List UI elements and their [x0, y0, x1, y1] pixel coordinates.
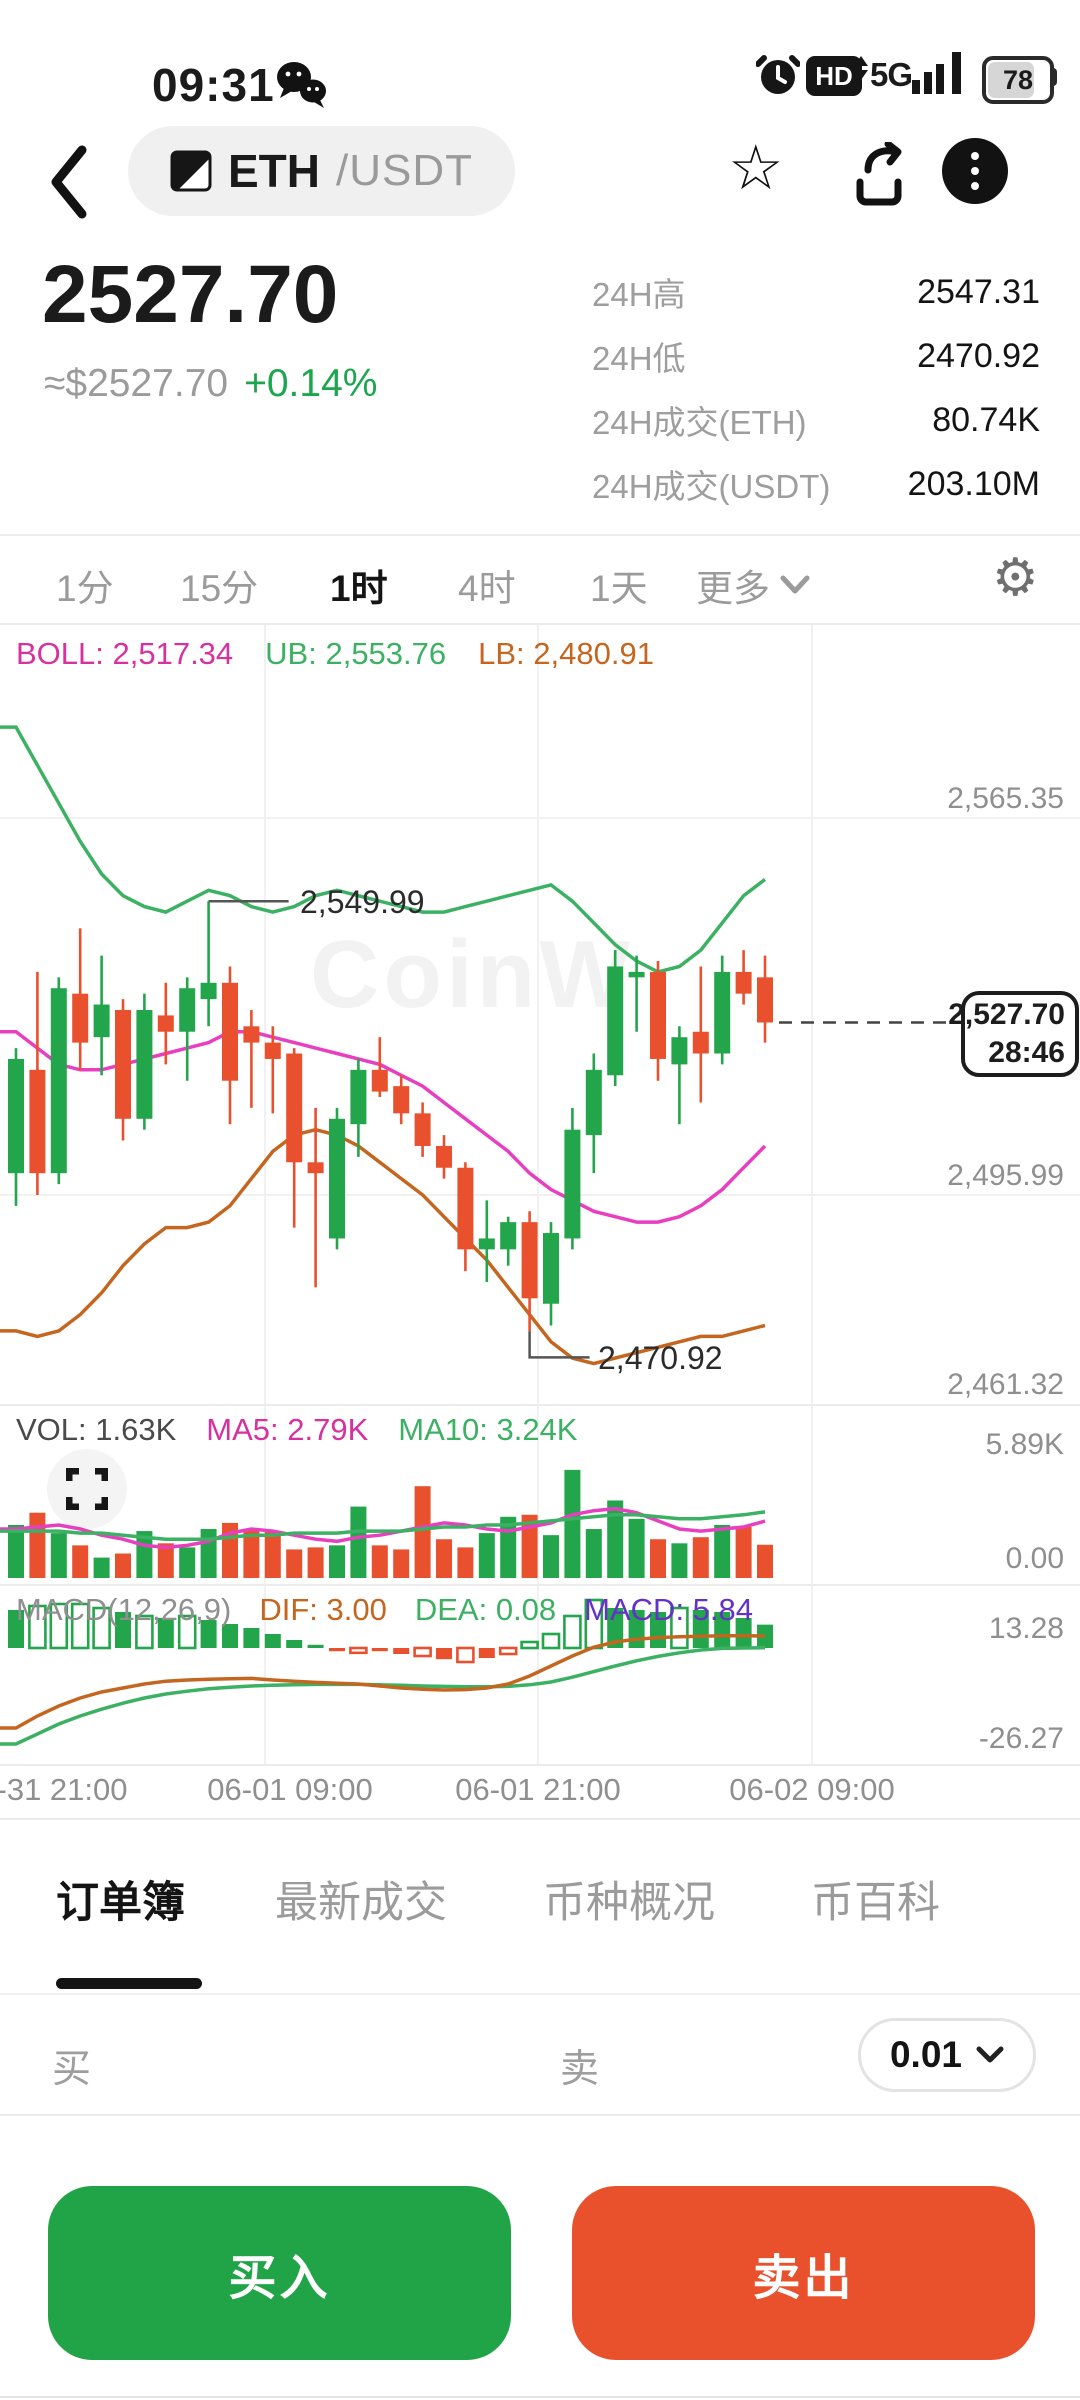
- tab-orderbook[interactable]: 订单簿: [56, 1879, 185, 1927]
- low-annotation: 2,470.92: [598, 1340, 723, 1376]
- alarm-icon: [755, 52, 801, 103]
- last-price-badge: 2,527.70 28:46: [948, 991, 1079, 1077]
- sell-button[interactable]: 卖出: [572, 2186, 1035, 2360]
- buy-button[interactable]: 买入: [48, 2186, 511, 2360]
- boll-lb-label: LB: 2,480.91: [478, 636, 654, 671]
- depth-select[interactable]: 0.01: [858, 2018, 1036, 2092]
- x-axis-label: 06-02 09:00: [729, 1772, 895, 1807]
- x-axis-label: 06-01 09:00: [207, 1772, 373, 1807]
- boll-labels: BOLL: 2,517.34 UB: 2,553.76 LB: 2,480.91: [16, 636, 654, 672]
- badge-countdown: 28:46: [988, 1036, 1065, 1069]
- stat-24h-high: 24H高 2547.31: [592, 272, 1040, 314]
- tf-15m[interactable]: 15分: [180, 568, 259, 609]
- fullscreen-expand-icon[interactable]: [47, 1449, 127, 1529]
- tf-more[interactable]: 更多: [696, 558, 810, 612]
- vol-axis-max: 5.89K: [985, 1428, 1064, 1461]
- chevron-down-icon: [780, 575, 810, 594]
- battery-icon: 78: [982, 56, 1054, 104]
- kline-chart[interactable]: [0, 625, 1080, 1818]
- macd-dif-label: DIF: 3.00: [259, 1592, 387, 1627]
- vol-axis-min: 0.00: [1005, 1542, 1064, 1575]
- tf-1h[interactable]: 1时: [330, 568, 388, 609]
- tab-coin-overview[interactable]: 币种概况: [543, 1879, 715, 1927]
- share-icon[interactable]: [848, 140, 910, 213]
- y-axis-label: 2,495.99: [947, 1159, 1064, 1192]
- more-menu-button[interactable]: [942, 138, 1008, 204]
- active-tab-underline: [56, 1978, 202, 1989]
- last-price: 2527.70: [42, 249, 339, 340]
- stat-24h-vol-usdt: 24H成交(USDT) 203.10M: [592, 464, 1040, 506]
- price-approx-row: ≈$2527.70 +0.14%: [44, 362, 377, 406]
- tf-1m[interactable]: 1分: [56, 568, 114, 609]
- tf-4h[interactable]: 4时: [458, 568, 516, 609]
- pair-base-label: ETH: [228, 145, 320, 197]
- macd-axis-max: 13.28: [988, 1612, 1064, 1645]
- macd-value-label: MACD: 5.84: [584, 1592, 754, 1627]
- high-annotation: 2,549.99: [300, 884, 425, 920]
- badge-price: 2,527.70: [948, 998, 1065, 1031]
- boll-ub-label: UB: 2,553.76: [265, 636, 447, 671]
- macd-params-label: MACD(12,26,9): [16, 1592, 232, 1627]
- pair-selector[interactable]: ETH /USDT: [128, 126, 515, 216]
- tab-latest-trades[interactable]: 最新成交: [275, 1879, 447, 1927]
- chart-settings-gear-icon[interactable]: ⚙: [992, 549, 1039, 607]
- volume-labels: VOL: 1.63K MA5: 2.79K MA10: 3.24K: [16, 1412, 577, 1448]
- tab-coin-wiki[interactable]: 币百科: [811, 1879, 940, 1927]
- updown-arrows-icon: [854, 56, 868, 80]
- y-axis-label: 2,565.35: [947, 782, 1064, 815]
- stat-24h-low: 24H低 2470.92: [592, 336, 1040, 378]
- boll-mid-label: BOLL: 2,517.34: [16, 636, 234, 671]
- chevron-down-icon: [976, 2046, 1004, 2063]
- pair-quote-label: /USDT: [336, 146, 473, 195]
- coin-logo-icon: [170, 150, 212, 192]
- approx-usd: ≈$2527.70: [44, 362, 229, 405]
- orderbook-buy-header: 买: [52, 2048, 92, 2091]
- change-percent: +0.14%: [244, 362, 378, 405]
- signal-bars-icon: [912, 52, 962, 94]
- vol-label: VOL: 1.63K: [16, 1412, 177, 1447]
- favorite-star-icon[interactable]: ☆: [728, 134, 784, 203]
- tf-1d[interactable]: 1天: [590, 568, 648, 609]
- macd-axis-min: -26.27: [978, 1722, 1064, 1755]
- macd-dea-label: DEA: 0.08: [414, 1592, 557, 1627]
- vol-ma5-label: MA5: 2.79K: [206, 1412, 369, 1447]
- vol-ma10-label: MA10: 3.24K: [398, 1412, 578, 1447]
- macd-labels: MACD(12,26,9) DIF: 3.00 DEA: 0.08 MACD: …: [16, 1592, 753, 1628]
- status-time: 09:31: [152, 59, 275, 111]
- watermark: CoinW: [310, 921, 634, 1028]
- orderbook-sell-header: 卖: [560, 2048, 600, 2091]
- network-5g-icon: 5G: [852, 50, 978, 94]
- battery-nub: [1050, 68, 1057, 86]
- back-button[interactable]: [44, 142, 94, 222]
- x-axis-label: -31 21:00: [0, 1772, 128, 1807]
- hd-status-icon: HD: [806, 56, 862, 96]
- wechat-notification-icon: [272, 58, 330, 115]
- y-axis-label: 2,461.32: [947, 1368, 1064, 1401]
- x-axis-label: 06-01 21:00: [455, 1772, 621, 1807]
- stat-24h-vol-eth: 24H成交(ETH) 80.74K: [592, 400, 1040, 442]
